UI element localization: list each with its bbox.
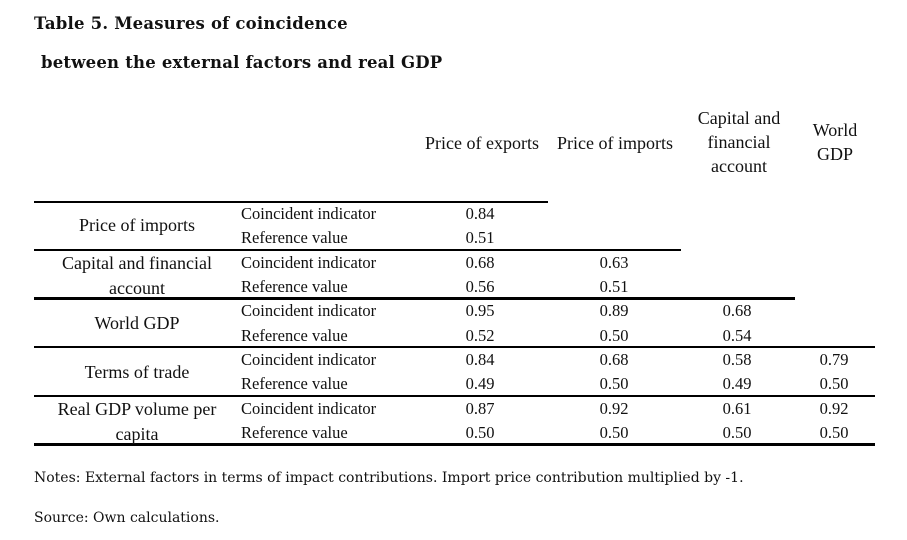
rule-3 [34, 346, 875, 348]
value-cell: 0.92 [819, 399, 849, 418]
value-cell: 0.50 [465, 423, 495, 442]
value-cell: 0.92 [599, 399, 629, 418]
value-cell: 0.51 [599, 277, 629, 296]
value-cell: 0.84 [465, 350, 495, 369]
value-cell: 0.61 [722, 399, 752, 418]
value-cell: 0.49 [722, 374, 752, 393]
rule-bottom [34, 443, 875, 446]
rule-1 [34, 249, 681, 251]
row-label-terms-of-trade: Terms of trade [84, 362, 190, 382]
table-source: Source: Own calculations. [34, 510, 220, 526]
rule-4 [34, 395, 875, 397]
table-notes: Notes: External factors in terms of impa… [34, 470, 744, 486]
row-label-capital-financial-account: Capital and financial account [62, 253, 212, 298]
col-header-price-of-imports: Price of imports [557, 133, 673, 153]
row-label-price-of-imports: Price of imports [79, 215, 195, 235]
measure-label-coincident: Coincident indicator [241, 350, 377, 369]
measure-label-coincident: Coincident indicator [241, 204, 377, 223]
col-header-price-of-exports: Price of exports [425, 133, 539, 153]
measure-label-reference: Reference value [241, 228, 348, 247]
value-cell: 0.79 [819, 350, 849, 369]
measure-label-reference: Reference value [241, 423, 348, 442]
value-cell: 0.54 [722, 326, 752, 345]
measure-label-reference: Reference value [241, 326, 348, 345]
value-cell: 0.51 [465, 228, 495, 247]
row-label-world-gdp: World GDP [94, 313, 180, 333]
measure-label-coincident: Coincident indicator [241, 253, 377, 272]
table-title-line-2: between the external factors and real GD… [41, 53, 443, 72]
row-label-real-gdp-per-capita: Real GDP volume per capita [57, 399, 217, 444]
rule-2 [34, 297, 795, 300]
value-cell: 0.89 [599, 301, 629, 320]
table-title-line-1: Table 5. Measures of coincidence [34, 14, 348, 33]
measure-label-reference: Reference value [241, 277, 348, 296]
rule-top [34, 201, 548, 203]
measure-label-coincident: Coincident indicator [241, 301, 377, 320]
value-cell: 0.87 [465, 399, 495, 418]
measure-label-reference: Reference value [241, 374, 348, 393]
value-cell: 0.50 [599, 423, 629, 442]
value-cell: 0.63 [599, 253, 629, 272]
value-cell: 0.56 [465, 277, 495, 296]
value-cell: 0.50 [599, 374, 629, 393]
value-cell: 0.68 [722, 301, 752, 320]
value-cell: 0.58 [722, 350, 752, 369]
value-cell: 0.68 [599, 350, 629, 369]
value-cell: 0.52 [465, 326, 495, 345]
value-cell: 0.50 [819, 423, 849, 442]
value-cell: 0.49 [465, 374, 495, 393]
measure-label-coincident: Coincident indicator [241, 399, 377, 418]
value-cell: 0.50 [722, 423, 752, 442]
col-header-capital-financial-account: Capital and financial account [697, 108, 781, 176]
col-header-world-gdp: World GDP [812, 120, 858, 164]
value-cell: 0.95 [465, 301, 495, 320]
value-cell: 0.50 [599, 326, 629, 345]
value-cell: 0.84 [465, 204, 495, 223]
value-cell: 0.68 [465, 253, 495, 272]
value-cell: 0.50 [819, 374, 849, 393]
